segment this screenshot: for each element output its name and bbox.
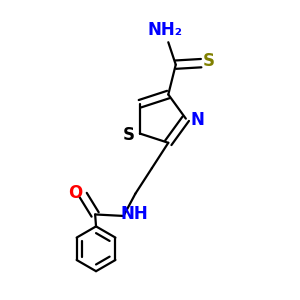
Text: N: N — [190, 111, 204, 129]
Text: NH₂: NH₂ — [148, 21, 183, 39]
Text: O: O — [68, 184, 82, 202]
Text: NH: NH — [120, 205, 148, 223]
Text: S: S — [202, 52, 214, 70]
Text: S: S — [123, 126, 135, 144]
